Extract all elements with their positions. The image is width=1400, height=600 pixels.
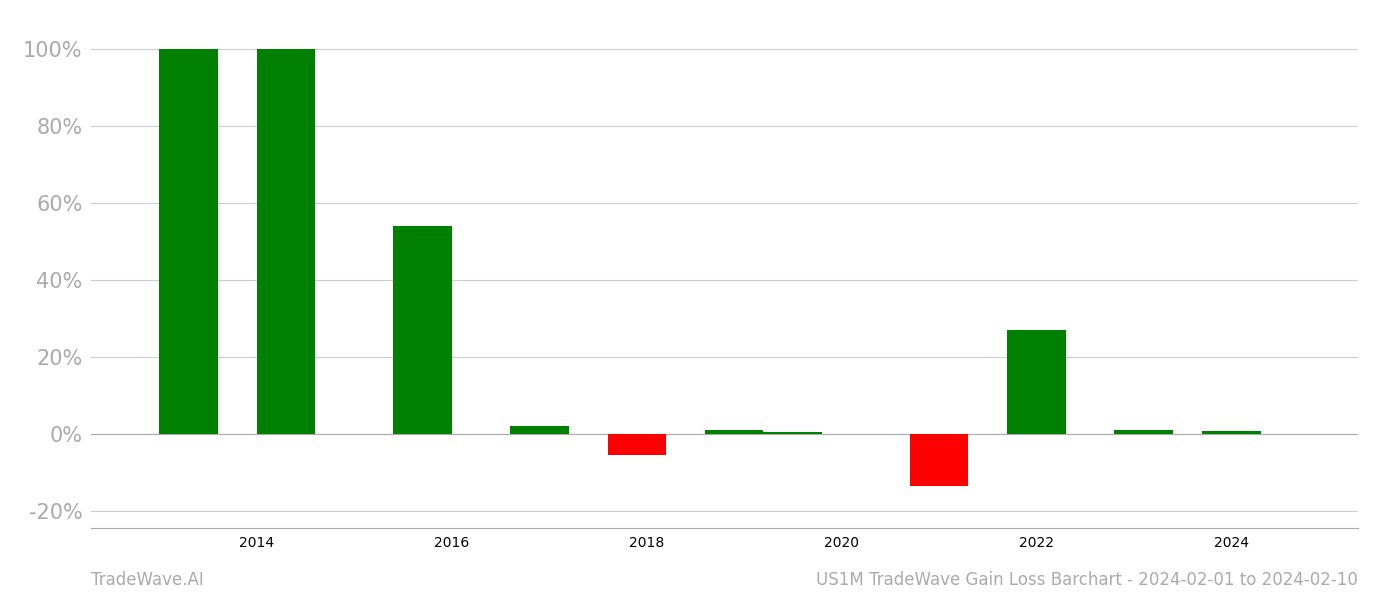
Bar [160,49,217,434]
Text: US1M TradeWave Gain Loss Barchart - 2024-02-01 to 2024-02-10: US1M TradeWave Gain Loss Barchart - 2024… [816,571,1358,589]
Bar [763,432,822,434]
Bar [910,434,969,485]
Bar [510,426,568,434]
Bar [1007,330,1065,434]
Bar [706,430,763,434]
Bar [256,49,315,434]
Text: TradeWave.AI: TradeWave.AI [91,571,204,589]
Bar [1203,431,1260,434]
Bar [608,434,666,455]
Bar [1114,430,1173,434]
Bar [393,226,452,434]
